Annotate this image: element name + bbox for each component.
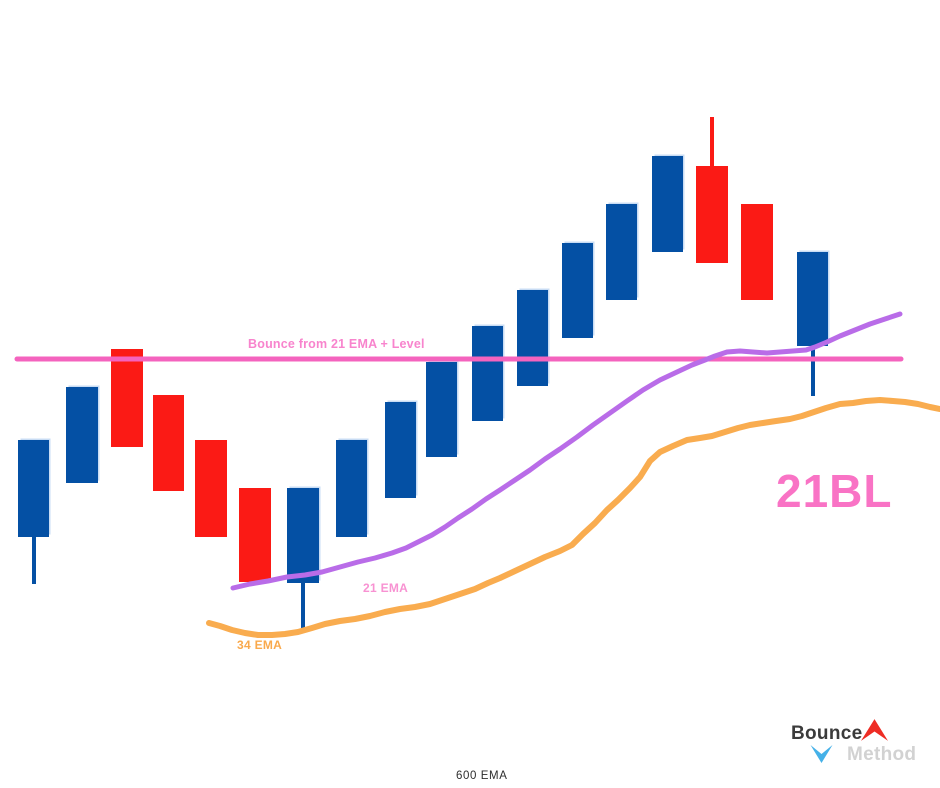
candle-1-lower-wick <box>31 537 36 584</box>
candle-1-bull <box>18 440 49 537</box>
candle-13-bull <box>562 243 593 338</box>
candle-10-bull <box>426 362 457 457</box>
candle-5-bear <box>195 440 227 537</box>
logo-up-arrow-icon <box>861 719 888 741</box>
candle-2-bull <box>66 387 98 483</box>
logo-word-method: Method <box>847 744 917 765</box>
candle-4-bear <box>153 395 184 491</box>
candle-8-bull <box>336 440 367 537</box>
candle-11-bull <box>472 326 503 421</box>
candle-17-bear <box>741 204 773 300</box>
pattern-21bl-label: 21BL <box>776 465 893 517</box>
ema21-label: 21 EMA <box>363 581 409 595</box>
candle-7-bull <box>287 488 319 583</box>
candle-6-bear <box>239 488 271 582</box>
candle-3-bear <box>111 349 143 447</box>
candle-18-bull <box>797 252 828 346</box>
ema600-label: 600 EMA <box>456 770 508 782</box>
level-line-label: Bounce from 21 EMA + Level <box>248 337 425 351</box>
candle-9-bull <box>385 402 416 498</box>
bounce-method-logo: Bounce Method <box>788 714 918 770</box>
candle-14-bull <box>606 204 637 300</box>
candle-16-upper-wick <box>710 117 714 166</box>
logo-word-bounce: Bounce <box>791 723 863 744</box>
candle-12-bull <box>517 290 548 386</box>
candle-7-lower-wick <box>301 583 305 633</box>
candle-16-bear <box>696 166 728 263</box>
candle-15-bull <box>652 156 683 252</box>
candle-18-lower-wick <box>810 346 815 396</box>
ema34-label: 34 EMA <box>237 638 283 652</box>
logo-down-arrow-icon <box>810 745 833 763</box>
